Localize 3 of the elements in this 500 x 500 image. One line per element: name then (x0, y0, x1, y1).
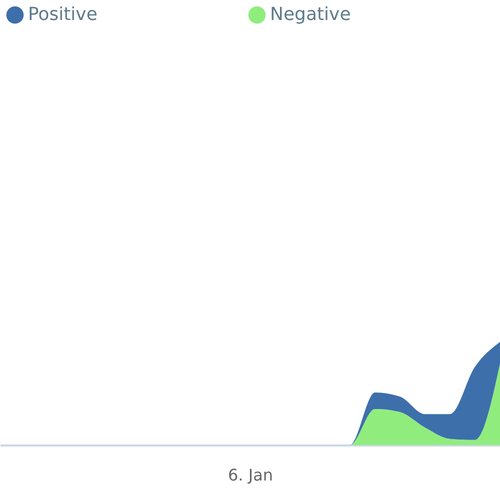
legend-label: Positive (28, 4, 98, 25)
text: 6. Jan (228, 466, 274, 484)
legend-label: Negative (270, 4, 351, 25)
